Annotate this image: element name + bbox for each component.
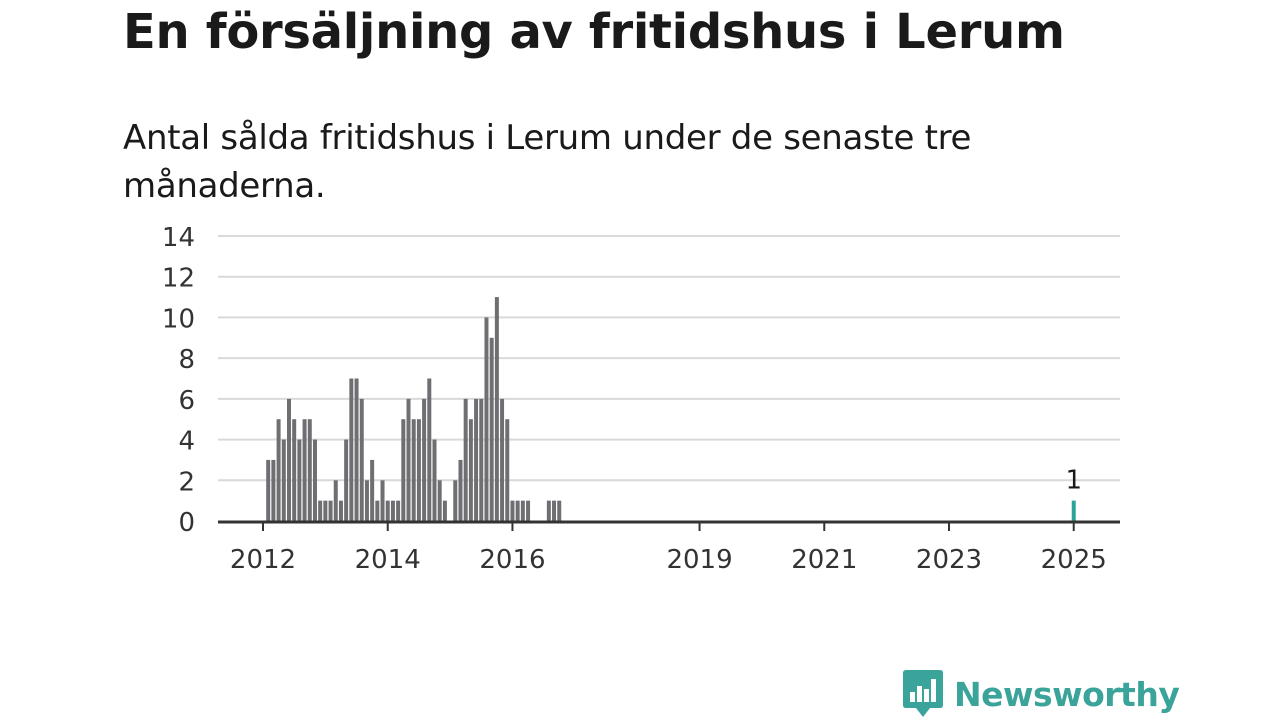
bar [286, 398, 291, 521]
y-tick-label: 2 [178, 467, 195, 497]
newsworthy-logo: Newsworthy [902, 668, 1180, 720]
bar [312, 439, 317, 521]
chart-title: En försäljning av fritidshus i Lerum [123, 4, 1065, 60]
bar [489, 337, 494, 521]
bar [494, 297, 499, 521]
bar [453, 480, 458, 521]
bar [406, 398, 411, 521]
bar [526, 500, 531, 521]
brand-name: Newsworthy [954, 674, 1180, 714]
bar [510, 500, 515, 521]
highlighted-bar [1071, 500, 1076, 521]
bar [427, 378, 432, 521]
x-tick-label: 2021 [791, 545, 857, 575]
bar [276, 419, 281, 521]
bar [484, 317, 489, 521]
y-tick-label: 4 [178, 427, 195, 457]
bar [396, 500, 401, 521]
bars [266, 297, 1076, 521]
bar [370, 459, 375, 521]
bar [390, 500, 395, 521]
x-axis-tick-labels: 2012 2014 2016 2019 2021 2023 2025 [230, 523, 1107, 575]
bar [432, 439, 437, 521]
bar [520, 500, 525, 521]
x-tick-label: 2014 [355, 545, 421, 575]
bar [349, 378, 354, 521]
x-tick-label: 2025 [1041, 545, 1107, 575]
bar [416, 419, 421, 521]
bar [333, 480, 338, 521]
bar [380, 480, 385, 521]
bar [458, 459, 463, 521]
bar [375, 500, 380, 521]
bar [318, 500, 323, 521]
bar [359, 398, 364, 521]
bar [302, 419, 307, 521]
bar [401, 419, 406, 521]
bar [505, 419, 510, 521]
bar [344, 439, 349, 521]
bar [474, 398, 479, 521]
bar [442, 500, 447, 521]
bar [437, 480, 442, 521]
bar [546, 500, 551, 521]
bar [500, 398, 505, 521]
bar [338, 500, 343, 521]
newsworthy-logo-icon [903, 670, 943, 717]
bar [422, 398, 427, 521]
y-tick-label: 10 [162, 304, 195, 334]
bar [266, 459, 271, 521]
bar [354, 378, 359, 521]
bar [271, 459, 276, 521]
bar [468, 419, 473, 521]
y-tick-label: 8 [178, 345, 195, 375]
bar [463, 398, 468, 521]
y-tick-label: 6 [178, 386, 195, 416]
y-tick-label: 12 [162, 264, 195, 294]
y-axis-tick-labels: 0 2 4 6 8 10 12 14 [162, 223, 195, 538]
y-tick-label: 14 [162, 223, 195, 253]
bar [292, 419, 297, 521]
bar-chart: 0 2 4 6 8 10 12 14 2012 2014 2016 2019 2021 2023 2025… [162, 223, 1120, 575]
bar [323, 500, 328, 521]
bar [364, 480, 369, 521]
x-tick-label: 2019 [666, 545, 732, 575]
bar [307, 419, 312, 521]
bar [281, 439, 286, 521]
bar [385, 500, 390, 521]
chart-subtitle: Antal sålda fritidshus i Lerum under de … [123, 118, 972, 206]
y-tick-label: 0 [178, 508, 195, 538]
bar [479, 398, 484, 521]
bar [557, 500, 562, 521]
bar [552, 500, 557, 521]
bar [328, 500, 333, 521]
x-tick-label: 2012 [230, 545, 296, 575]
gridlines [218, 235, 1120, 482]
bar [297, 439, 302, 521]
x-tick-label: 2016 [479, 545, 545, 575]
x-tick-label: 2023 [916, 545, 982, 575]
bar [411, 419, 416, 521]
bar [515, 500, 520, 521]
highlight-value-label: 1 [1065, 466, 1082, 496]
